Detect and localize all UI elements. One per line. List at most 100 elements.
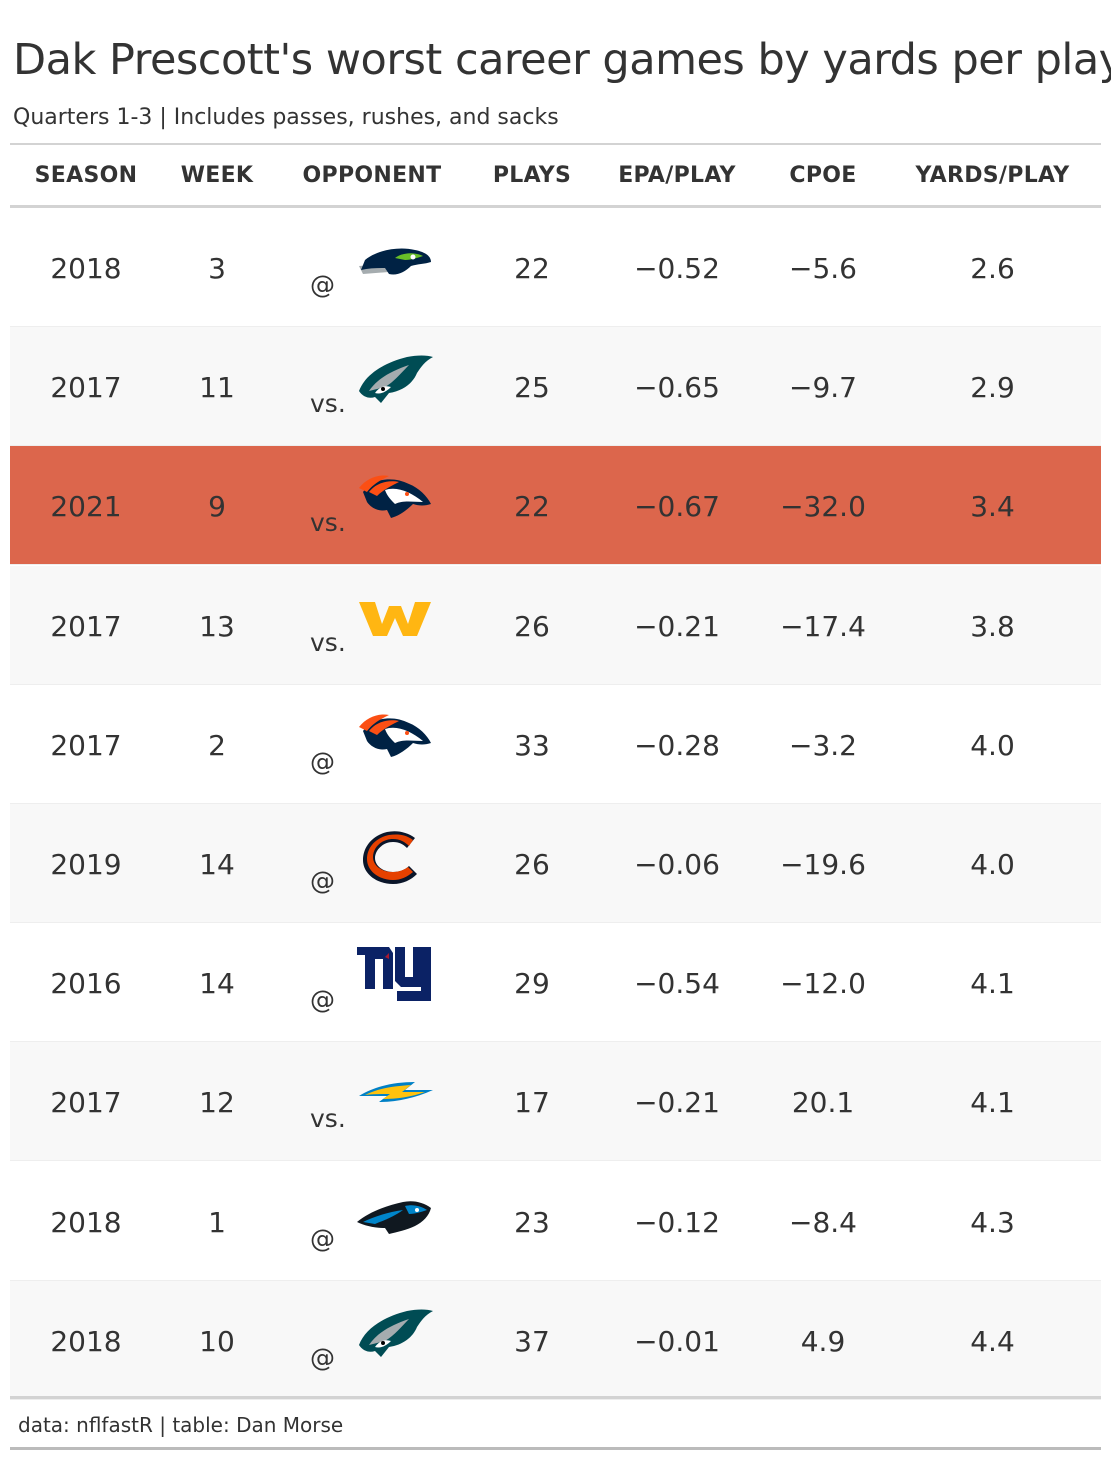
column-header-opponent: OPPONENT xyxy=(302,163,442,188)
table-row: 2017 13 26 −0.21 −17.4 3.8 vs. xyxy=(10,565,1101,685)
cell-epa-per-play: −0.54 xyxy=(634,967,720,1001)
cell-cpoe: −9.7 xyxy=(789,371,857,405)
cell-yards-per-play: 4.0 xyxy=(970,848,1015,881)
row-divider xyxy=(10,1279,1101,1281)
column-header-plays: PLAYS xyxy=(492,163,572,188)
header-rule xyxy=(10,205,1101,208)
table-subtitle: Quarters 1-3 | Includes passes, rushes, … xyxy=(13,105,559,130)
cell-season: 2019 xyxy=(50,848,122,881)
broncos-logo xyxy=(355,705,435,767)
cell-plays: 26 xyxy=(514,848,550,881)
chargers-logo xyxy=(355,1062,435,1124)
cell-cpoe: −3.2 xyxy=(789,728,857,762)
cell-epa-per-play: −0.12 xyxy=(634,1205,720,1239)
cell-cpoe: 20.1 xyxy=(791,1086,855,1120)
cell-season: 2017 xyxy=(50,728,122,762)
cell-cpoe: −19.6 xyxy=(780,848,866,881)
cell-week: 14 xyxy=(199,848,235,881)
bears-logo xyxy=(355,824,435,886)
cell-plays: 26 xyxy=(514,609,550,643)
table-row: 2019 14 26 −0.06 −19.6 4.0 @ xyxy=(10,804,1101,923)
cell-yards-per-play: 3.8 xyxy=(970,609,1015,643)
cell-location: @ xyxy=(310,746,335,776)
row-divider xyxy=(10,326,1101,327)
cell-yards-per-play: 4.0 xyxy=(970,728,1015,762)
row-divider xyxy=(10,683,1101,685)
table-row: 2017 11 25 −0.65 −9.7 2.9 vs. xyxy=(10,327,1101,447)
row-divider xyxy=(10,922,1101,923)
row-divider xyxy=(10,564,1101,566)
cell-plays: 17 xyxy=(514,1086,550,1120)
table-row: 2018 1 23 −0.12 −8.4 4.3 @ xyxy=(10,1162,1101,1281)
cell-cpoe: −17.4 xyxy=(780,609,866,643)
cell-location: @ xyxy=(310,1223,335,1253)
cell-season: 2017 xyxy=(50,609,122,643)
cell-week: 2 xyxy=(208,728,226,762)
column-header-season: SEASON xyxy=(34,163,138,188)
column-header-week: WEEK xyxy=(180,163,254,188)
cell-plays: 33 xyxy=(514,728,550,762)
cell-yards-per-play: 4.3 xyxy=(970,1205,1015,1239)
table-row: 2021 9 22 −0.67 −32.0 3.4 vs. xyxy=(10,446,1101,566)
cell-week: 11 xyxy=(199,371,235,405)
giants-logo xyxy=(355,943,435,1005)
bottom-rule xyxy=(10,1396,1101,1399)
cell-epa-per-play: −0.28 xyxy=(634,728,720,762)
cell-plays: 22 xyxy=(514,490,550,524)
cell-cpoe: 4.9 xyxy=(800,1324,846,1358)
cell-week: 12 xyxy=(199,1086,235,1120)
cell-season: 2018 xyxy=(50,1205,122,1239)
eagles-logo xyxy=(355,347,435,409)
cell-location: vs. xyxy=(310,1104,346,1134)
cell-season: 2017 xyxy=(50,1086,122,1120)
cell-season: 2018 xyxy=(50,252,122,285)
cell-week: 13 xyxy=(199,609,235,643)
row-divider xyxy=(10,1398,1101,1400)
table-title: Dak Prescott's worst career games by yar… xyxy=(13,35,1111,85)
cell-week: 1 xyxy=(208,1205,226,1239)
washington-logo xyxy=(355,586,435,648)
column-header-yards-play: YARDS/PLAY xyxy=(915,163,1070,188)
source-note: data: nflfastR | table: Dan Morse xyxy=(18,1413,344,1437)
cell-plays: 22 xyxy=(514,252,550,285)
table-row: 2017 2 33 −0.28 −3.2 4.0 @ xyxy=(10,685,1101,804)
table-header: SEASON WEEK OPPONENT PLAYS EPA/PLAY CPOE… xyxy=(10,145,1101,205)
cell-location: @ xyxy=(310,985,335,1015)
cell-cpoe: −5.6 xyxy=(789,252,857,285)
cell-yards-per-play: 4.1 xyxy=(970,1086,1015,1120)
cell-plays: 37 xyxy=(514,1324,550,1358)
cell-plays: 23 xyxy=(514,1205,550,1239)
cell-season: 2017 xyxy=(50,371,122,405)
table-row: 2018 3 22 −0.52 −5.6 2.6 @ xyxy=(10,208,1101,327)
cell-epa-per-play: −0.65 xyxy=(634,371,720,405)
cell-plays: 25 xyxy=(514,371,550,405)
cell-cpoe: −8.4 xyxy=(789,1205,857,1239)
final-rule xyxy=(10,1447,1101,1450)
table-row: 2017 12 17 −0.21 20.1 4.1 vs. xyxy=(10,1042,1101,1162)
cell-epa-per-play: −0.52 xyxy=(634,252,720,285)
cell-epa-per-play: −0.67 xyxy=(634,490,720,524)
cell-yards-per-play: 2.6 xyxy=(970,252,1015,285)
column-header-epa-play: EPA/PLAY xyxy=(618,163,736,188)
cell-location: @ xyxy=(310,866,335,895)
eagles-logo xyxy=(355,1301,435,1363)
cell-epa-per-play: −0.21 xyxy=(634,1086,720,1120)
row-divider xyxy=(10,445,1101,447)
row-divider xyxy=(10,802,1101,804)
cell-week: 9 xyxy=(208,490,226,524)
panthers-logo xyxy=(355,1182,435,1244)
cell-cpoe: −32.0 xyxy=(780,490,866,524)
top-rule xyxy=(10,143,1101,145)
cell-yards-per-play: 4.1 xyxy=(970,967,1015,1001)
column-header-cpoe: CPOE xyxy=(789,163,857,188)
cell-week: 3 xyxy=(208,252,226,285)
cell-location: @ xyxy=(310,1342,335,1372)
cell-yards-per-play: 2.9 xyxy=(970,371,1015,405)
cell-cpoe: −12.0 xyxy=(780,967,866,1001)
table-row: 2016 14 29 −0.54 −12.0 4.1 @ xyxy=(10,923,1101,1043)
cell-location: vs. xyxy=(310,389,346,419)
cell-yards-per-play: 3.4 xyxy=(970,490,1015,524)
broncos-logo xyxy=(355,466,435,528)
row-divider xyxy=(10,1041,1101,1043)
cell-week: 14 xyxy=(199,967,235,1001)
